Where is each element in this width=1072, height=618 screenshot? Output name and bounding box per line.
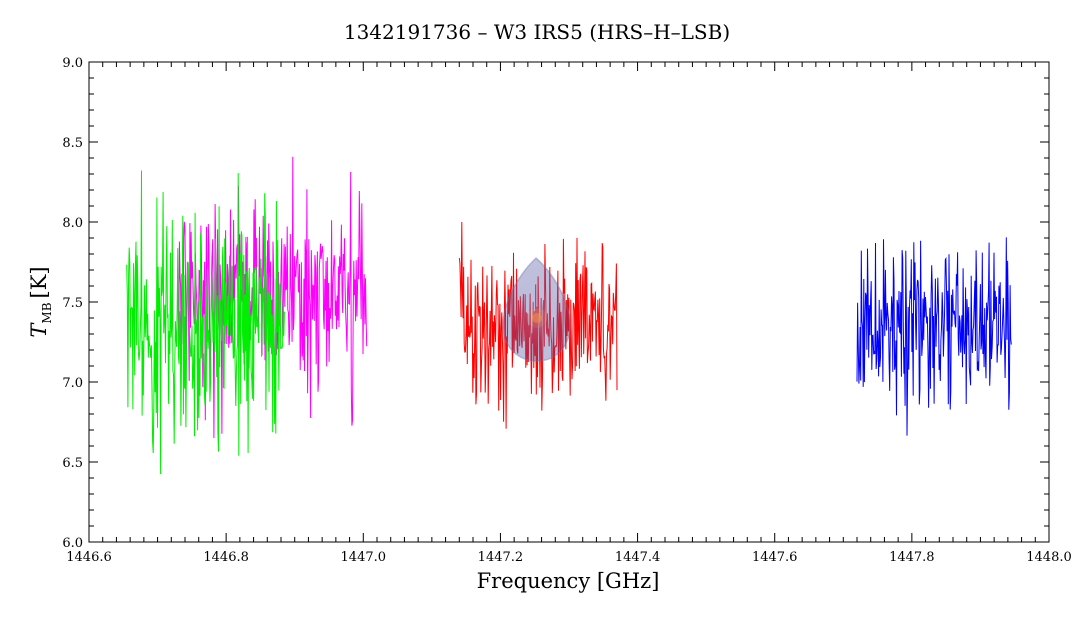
y-tick-label: 6.0 (62, 536, 83, 551)
y-tick-label: 6.5 (62, 456, 83, 471)
y-axis-subscript: MB (40, 302, 54, 323)
x-tick-label: 1447.8 (889, 550, 935, 565)
spectrum-series-2 (126, 170, 285, 475)
spectrum-series-4 (856, 237, 1012, 436)
y-tick-label: 8.5 (62, 136, 83, 151)
x-tick-label: 1447.6 (752, 550, 798, 565)
y-tick-label: 8.0 (62, 216, 83, 231)
watermark-logo (502, 256, 571, 362)
y-tick-label: 9.0 (62, 56, 83, 71)
x-axis-title: Frequency [GHz] (477, 569, 660, 593)
x-tick-label: 1448.0 (1026, 550, 1072, 565)
y-tick-label: 7.5 (62, 296, 83, 311)
x-tick-label: 1447.4 (615, 550, 661, 565)
y-tick-label: 7.0 (62, 376, 83, 391)
chart-title: 1342191736 – W3 IRS5 (HRS–H–LSB) (344, 20, 730, 44)
x-tick-label: 1447.0 (341, 550, 387, 565)
x-tick-label: 1446.8 (203, 550, 249, 565)
x-tick-label: 1447.2 (478, 550, 524, 565)
y-axis-title: TMB [K] (27, 266, 54, 337)
y-axis-symbol: T (27, 322, 51, 338)
ticks-layer: 1446.6 1446.8 1447.0 1447.2 1447.4 1447.6 1447… (62, 56, 1071, 565)
y-axis-unit: [K] (27, 266, 51, 298)
x-tick-label: 1446.6 (66, 550, 112, 565)
